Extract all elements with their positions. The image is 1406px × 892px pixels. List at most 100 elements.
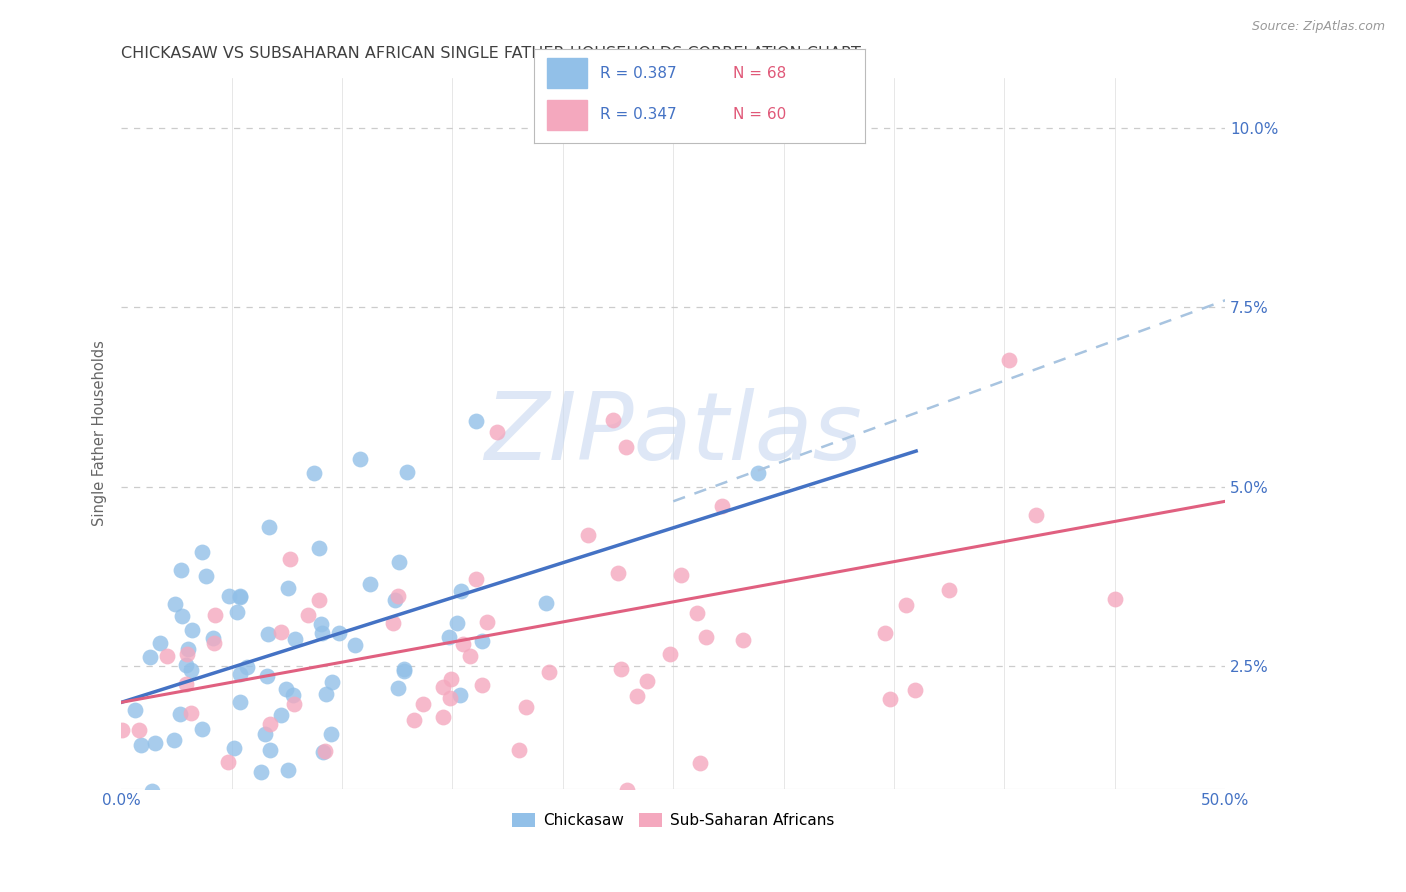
Point [309, 617, 332, 632]
Text: ZIPatlas: ZIPatlas [484, 388, 862, 479]
Point [257, 626, 280, 640]
Point [658, 648, 681, 662]
Point [276, 682, 298, 697]
Point [277, 582, 299, 596]
Point [343, 638, 366, 652]
Point [669, 568, 692, 582]
Text: N = 68: N = 68 [733, 66, 786, 81]
Point [111, 723, 134, 738]
Point [404, 713, 426, 727]
Point [229, 591, 252, 605]
Point [432, 710, 454, 724]
Point [141, 784, 163, 798]
Point [388, 555, 411, 569]
Point [485, 425, 508, 439]
Point [1104, 592, 1126, 607]
Point [139, 649, 162, 664]
Point [747, 466, 769, 480]
Point [616, 441, 638, 455]
Point [626, 690, 648, 704]
Point [711, 499, 734, 513]
Point [188, 830, 211, 845]
Point [250, 764, 273, 779]
Point [314, 744, 336, 758]
Point [593, 798, 616, 813]
Point [308, 593, 330, 607]
Point [384, 593, 406, 607]
Point [616, 782, 638, 797]
Point [471, 678, 494, 692]
Point [176, 647, 198, 661]
Point [873, 625, 896, 640]
Point [733, 632, 755, 647]
Point [602, 413, 624, 427]
Point [394, 821, 416, 835]
Point [174, 677, 197, 691]
Point [437, 630, 460, 644]
Point [308, 541, 330, 555]
Point [128, 723, 150, 737]
Text: N = 60: N = 60 [733, 107, 786, 122]
Point [240, 865, 263, 880]
Point [176, 642, 198, 657]
Point [894, 599, 917, 613]
Point [311, 626, 333, 640]
Point [201, 632, 224, 646]
Point [453, 637, 475, 651]
Point [319, 727, 342, 741]
Point [302, 466, 325, 480]
Point [464, 414, 486, 428]
Point [465, 572, 488, 586]
Point [163, 733, 186, 747]
Point [174, 657, 197, 672]
Point [328, 625, 350, 640]
Point [440, 672, 463, 686]
Point [460, 649, 482, 664]
Point [315, 687, 337, 701]
Point [295, 791, 318, 805]
Point [270, 707, 292, 722]
Point [172, 609, 194, 624]
Point [689, 756, 711, 770]
Point [253, 727, 276, 741]
Point [191, 544, 214, 558]
Point [387, 589, 409, 603]
Point [204, 608, 226, 623]
Point [180, 706, 202, 721]
Point [904, 682, 927, 697]
Point [256, 669, 278, 683]
Point [359, 577, 381, 591]
Point [283, 689, 305, 703]
Point [278, 552, 301, 566]
Point [396, 466, 419, 480]
Point [229, 589, 252, 603]
Point [321, 675, 343, 690]
Point [277, 763, 299, 777]
Point [229, 667, 252, 681]
Point [217, 756, 239, 770]
Point [190, 722, 212, 736]
Point [349, 452, 371, 467]
Point [202, 636, 225, 650]
Point [142, 863, 165, 877]
Point [536, 596, 558, 610]
Point [180, 663, 202, 677]
Point [149, 636, 172, 650]
Point [449, 688, 471, 702]
Bar [547, 100, 588, 129]
Text: R = 0.347: R = 0.347 [600, 107, 676, 122]
Point [124, 703, 146, 717]
Point [181, 623, 204, 637]
Point [439, 691, 461, 706]
Y-axis label: Single Father Households: Single Father Households [93, 340, 107, 526]
Point [695, 630, 717, 644]
Point [538, 665, 561, 679]
Point [450, 584, 472, 599]
Legend: Chickasaw, Sub-Saharan Africans: Chickasaw, Sub-Saharan Africans [506, 807, 841, 834]
Point [879, 691, 901, 706]
Point [394, 664, 416, 678]
Point [222, 740, 245, 755]
Bar [547, 59, 588, 88]
Point [471, 633, 494, 648]
Point [686, 606, 709, 620]
